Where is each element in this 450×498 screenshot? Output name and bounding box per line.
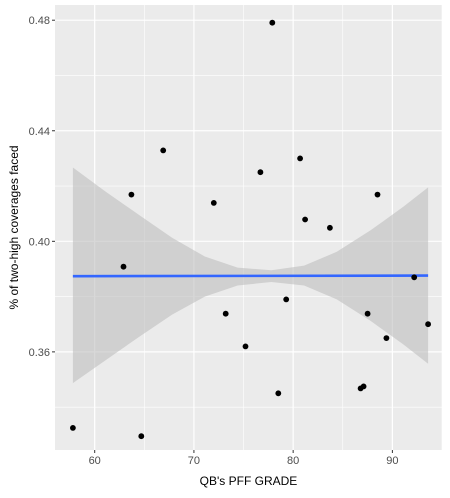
data-point — [374, 191, 381, 198]
data-point — [425, 321, 431, 328]
y-tick-label: 0.48 — [29, 15, 50, 27]
data-point — [360, 383, 367, 390]
data-point — [411, 274, 418, 281]
data-point — [283, 296, 290, 303]
data-point — [275, 390, 282, 397]
data-point — [269, 19, 276, 26]
y-tick-label: 0.40 — [29, 236, 50, 248]
x-tick-label: 70 — [188, 455, 200, 467]
data-point — [138, 433, 145, 440]
y-axis-ticks: 0.36 0.40 0.44 0.48 — [29, 15, 55, 359]
x-tick-label: 80 — [287, 455, 299, 467]
data-point — [120, 263, 127, 270]
data-point — [383, 335, 390, 341]
x-axis-ticks: 60 70 80 90 — [89, 450, 399, 467]
trend-line — [72, 274, 429, 278]
data-point — [242, 343, 249, 350]
data-point — [327, 224, 333, 231]
data-point — [128, 191, 135, 198]
data-point — [70, 425, 76, 431]
x-axis-title: QB's PFF GRADE — [200, 474, 298, 488]
x-tick-label: 90 — [386, 455, 398, 467]
data-point — [222, 310, 229, 317]
data-point — [257, 169, 264, 176]
data-point — [160, 147, 167, 154]
data-point — [302, 216, 308, 223]
data-points — [70, 19, 431, 440]
major-grid — [55, 5, 442, 450]
y-tick-label: 0.36 — [29, 347, 50, 359]
data-point — [297, 155, 303, 162]
data-point — [210, 200, 217, 206]
y-tick-label: 0.44 — [29, 126, 50, 138]
minor-grid — [55, 5, 443, 450]
x-tick-label: 60 — [89, 455, 101, 467]
y-axis-title: % of two-high coverages faced — [7, 145, 21, 309]
data-point — [364, 310, 371, 317]
